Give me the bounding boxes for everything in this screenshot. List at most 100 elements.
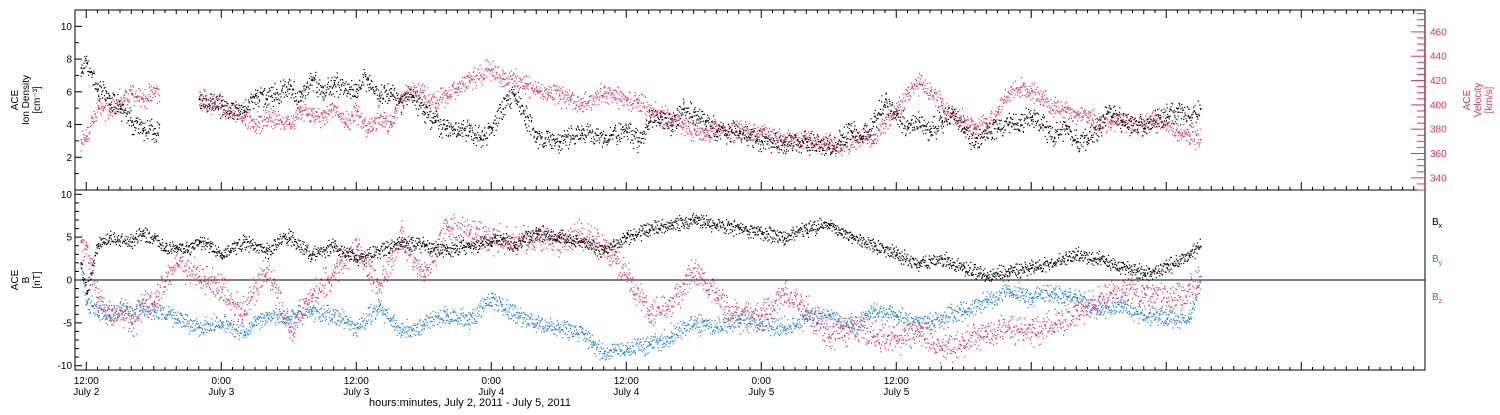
density-point xyxy=(581,133,583,135)
legend-x: Bx xyxy=(1432,217,1443,230)
bx-point xyxy=(311,254,313,256)
top-left-tick-label: 4 xyxy=(66,120,72,131)
density-point xyxy=(998,128,1000,130)
bz-point xyxy=(334,271,336,273)
density-point xyxy=(536,138,538,140)
density-point xyxy=(930,131,932,133)
velocity-point xyxy=(761,132,763,134)
bz-point xyxy=(761,314,763,316)
velocity-dots xyxy=(81,59,1201,156)
bx-point xyxy=(469,246,471,248)
density-point xyxy=(98,89,100,91)
by-dots xyxy=(81,263,1201,361)
density-point xyxy=(806,141,808,143)
velocity-point xyxy=(840,147,842,149)
by-point xyxy=(176,319,178,321)
bx-point xyxy=(379,250,381,252)
velocity-point xyxy=(390,123,392,125)
bx-dots xyxy=(81,213,1201,295)
velocity-point xyxy=(413,90,415,92)
bx-point xyxy=(81,263,83,265)
by-point xyxy=(514,314,516,316)
density-point xyxy=(1178,112,1180,114)
velocity-point xyxy=(1054,105,1056,107)
density-point xyxy=(131,121,133,123)
bz-point xyxy=(131,323,133,325)
velocity-point xyxy=(705,135,707,137)
density-point xyxy=(458,133,460,135)
x-tick-time: 0:00 xyxy=(212,376,232,387)
bz-point xyxy=(1189,289,1191,291)
bx-point xyxy=(131,241,133,243)
by-point xyxy=(1099,310,1101,312)
bz-point xyxy=(1099,301,1101,303)
density-point xyxy=(323,92,325,94)
velocity-point xyxy=(919,83,921,85)
bz-point xyxy=(154,301,156,303)
bx-point xyxy=(503,237,505,239)
bx-point xyxy=(424,246,426,248)
velocity-point xyxy=(334,105,336,107)
density-point xyxy=(874,121,876,123)
bz-point xyxy=(896,340,898,342)
by-point xyxy=(1031,297,1033,299)
bottom-tick-label: 5 xyxy=(66,233,72,244)
bz-point xyxy=(1166,301,1168,303)
density-point xyxy=(86,62,88,64)
velocity-point xyxy=(660,115,662,117)
bx-point xyxy=(491,241,493,243)
density-point xyxy=(638,141,640,143)
density-point xyxy=(300,100,302,102)
velocity-point xyxy=(424,95,426,97)
density-point xyxy=(143,128,145,130)
velocity-point xyxy=(143,99,145,101)
velocity-point xyxy=(446,93,448,95)
by-point xyxy=(593,344,595,346)
bx-point xyxy=(154,237,156,239)
bx-point xyxy=(986,276,988,278)
bx-point xyxy=(941,259,943,261)
by-point xyxy=(1166,319,1168,321)
bx-point xyxy=(919,263,921,265)
velocity-point xyxy=(953,115,955,117)
bz-point xyxy=(143,306,145,308)
density-point xyxy=(368,79,370,81)
velocity-point xyxy=(289,123,291,125)
bz-point xyxy=(120,310,122,312)
density-point xyxy=(885,98,887,100)
bx-point xyxy=(1200,246,1202,248)
density-point xyxy=(840,141,842,143)
velocity-point xyxy=(266,117,268,119)
velocity-point xyxy=(1076,115,1078,117)
velocity-point xyxy=(356,111,358,113)
density-point xyxy=(1065,125,1067,127)
velocity-point xyxy=(851,144,853,146)
bx-point xyxy=(761,233,763,235)
velocity-point xyxy=(1043,99,1045,101)
by-point xyxy=(986,301,988,303)
top-right-tick-label: 380 xyxy=(1430,125,1447,136)
density-point xyxy=(784,144,786,146)
bz-point xyxy=(806,310,808,312)
density-point xyxy=(649,121,651,123)
by-point xyxy=(626,349,628,351)
density-point xyxy=(413,95,415,97)
bx-point xyxy=(244,241,246,243)
bx-point xyxy=(671,224,673,226)
by-point xyxy=(1054,293,1056,295)
bx-point xyxy=(694,220,696,222)
velocity-point xyxy=(998,111,1000,113)
x-tick-time: 12:00 xyxy=(614,376,639,387)
density-point xyxy=(941,121,943,123)
bx-point xyxy=(1031,267,1033,269)
by-point xyxy=(829,314,831,316)
by-point xyxy=(919,323,921,325)
bx-point xyxy=(334,246,336,248)
by-point xyxy=(604,353,606,355)
bx-point xyxy=(188,250,190,252)
by-point xyxy=(266,314,268,316)
density-point xyxy=(1054,138,1056,140)
density-point xyxy=(851,131,853,133)
